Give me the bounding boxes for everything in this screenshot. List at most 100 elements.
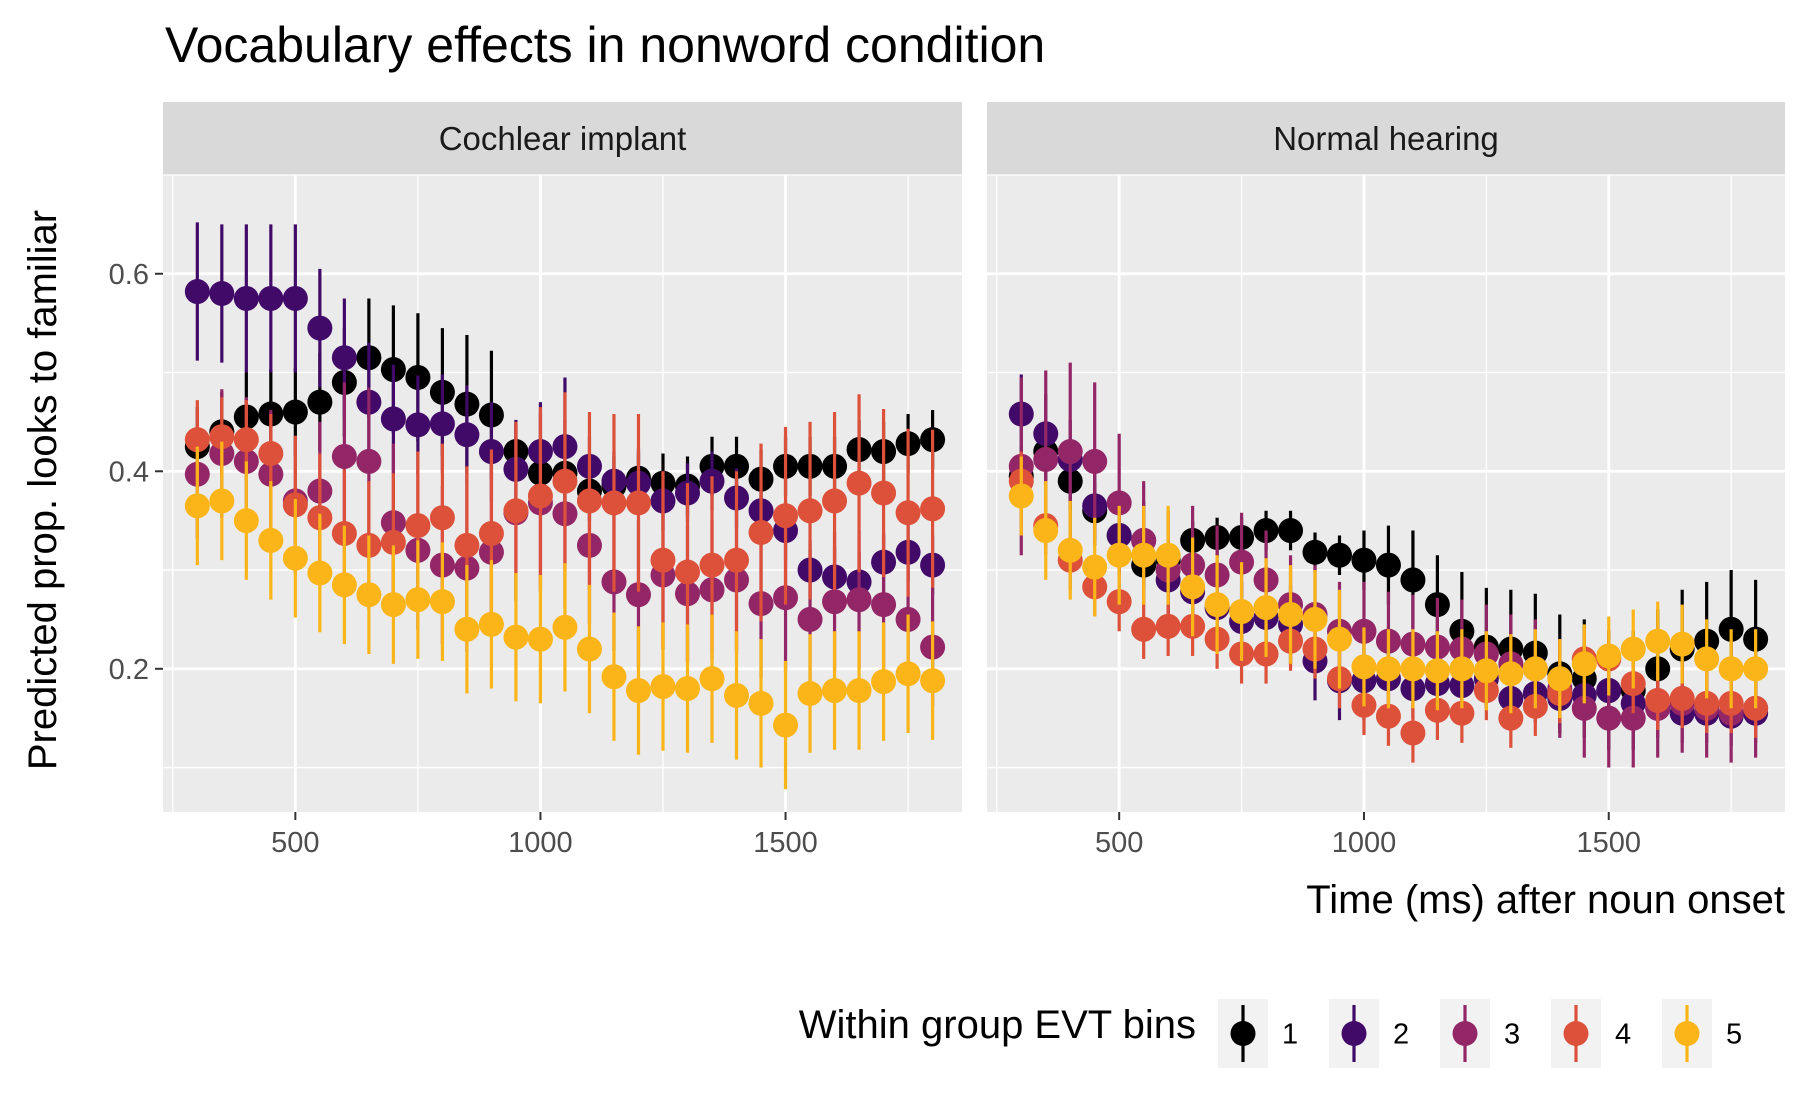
data-point [1571, 695, 1597, 721]
series-5 [1008, 456, 1769, 719]
y-tick-label: 0.4 [109, 456, 149, 488]
data-point [748, 520, 774, 546]
data-point [503, 498, 529, 524]
data-point [282, 399, 308, 425]
data-point [1229, 599, 1255, 625]
data-point [1253, 595, 1279, 621]
data-point [1180, 574, 1206, 600]
data-point [552, 468, 578, 494]
data-point [1694, 690, 1720, 716]
legend-key-point [1341, 1021, 1367, 1046]
data-point [650, 547, 676, 573]
data-point [846, 470, 872, 496]
data-point [576, 636, 602, 662]
data-point [331, 443, 357, 469]
y-tick-label: 0.2 [109, 654, 149, 686]
data-point [1522, 656, 1548, 682]
data-point [1669, 685, 1695, 711]
data-point [625, 490, 651, 516]
data-point [1351, 547, 1377, 573]
data-point [1302, 539, 1328, 565]
facet-strip [163, 102, 962, 175]
data-point [1645, 687, 1671, 713]
legend-label: 1 [1282, 1019, 1298, 1051]
series-5 [184, 441, 946, 790]
data-point [282, 545, 308, 571]
data-point [871, 592, 897, 618]
data-point [380, 592, 406, 618]
data-point [209, 424, 235, 450]
data-point [1620, 636, 1646, 662]
data-point [1743, 656, 1769, 682]
x-tick-label: 500 [1095, 827, 1143, 859]
data-point [307, 315, 333, 341]
data-point [454, 422, 480, 448]
facet-panels: Cochlear implant 500 1000 1500 0.2 0.4 0.6 Norm… [109, 102, 1785, 859]
data-point [748, 690, 774, 716]
data-point [724, 547, 750, 573]
chart-title: Vocabulary effects in nonword condition [165, 17, 1045, 73]
legend-label: 5 [1726, 1019, 1742, 1051]
y-tick-label: 0.6 [109, 259, 149, 291]
data-point [233, 427, 259, 453]
data-point [1278, 601, 1304, 627]
data-point [184, 279, 210, 305]
data-point [674, 559, 700, 585]
data-point [650, 674, 676, 700]
data-point [822, 589, 848, 615]
data-point [1375, 552, 1401, 578]
data-point [846, 678, 872, 704]
data-point [1302, 606, 1328, 632]
data-point [209, 281, 235, 307]
data-point [1057, 439, 1083, 465]
data-point [920, 496, 946, 522]
data-point [429, 505, 455, 531]
x-tick-label: 1000 [1332, 827, 1397, 859]
data-point [258, 285, 284, 311]
data-point [184, 427, 210, 453]
data-point [1033, 518, 1059, 544]
data-point [1326, 542, 1352, 568]
data-point [1375, 703, 1401, 729]
data-point [773, 503, 799, 529]
data-point [1155, 613, 1181, 639]
data-point [1694, 646, 1720, 672]
data-point [1155, 542, 1181, 568]
data-point [699, 552, 725, 578]
data-point [724, 453, 750, 479]
data-point [601, 490, 627, 516]
data-point [258, 527, 284, 553]
data-point [527, 626, 553, 652]
legend-key-point [1230, 1021, 1256, 1046]
data-point [380, 529, 406, 555]
series-4 [184, 392, 946, 661]
panel-2: Normal hearing 500 1000 1500 [987, 102, 1785, 859]
data-point [1400, 656, 1426, 682]
legend-label: 4 [1615, 1019, 1631, 1051]
x-tick-label: 500 [271, 827, 319, 859]
data-point [209, 488, 235, 514]
legend-item-3: 3 [1440, 999, 1520, 1068]
data-point [1204, 592, 1230, 618]
legend-key-point [1452, 1021, 1478, 1046]
data-point [625, 582, 651, 608]
data-point [1547, 666, 1573, 692]
data-point [797, 680, 823, 706]
legend-label: 2 [1393, 1019, 1409, 1051]
data-point [576, 488, 602, 514]
legend: Within group EVT bins 1 2 3 4 5 [799, 999, 1742, 1068]
data-point [822, 488, 848, 514]
facet-strip-label: Cochlear implant [439, 120, 687, 157]
data-point [920, 668, 946, 694]
data-point [1375, 656, 1401, 682]
data-point [331, 572, 357, 598]
data-point [1106, 490, 1132, 516]
data-point [797, 498, 823, 524]
data-point [1473, 658, 1499, 684]
data-point [625, 678, 651, 704]
data-point [1718, 656, 1744, 682]
data-point [1082, 554, 1108, 580]
panel-1: Cochlear implant 500 1000 1500 0.2 0.4 0.6 [109, 102, 962, 859]
data-point [258, 441, 284, 467]
data-point [184, 493, 210, 519]
